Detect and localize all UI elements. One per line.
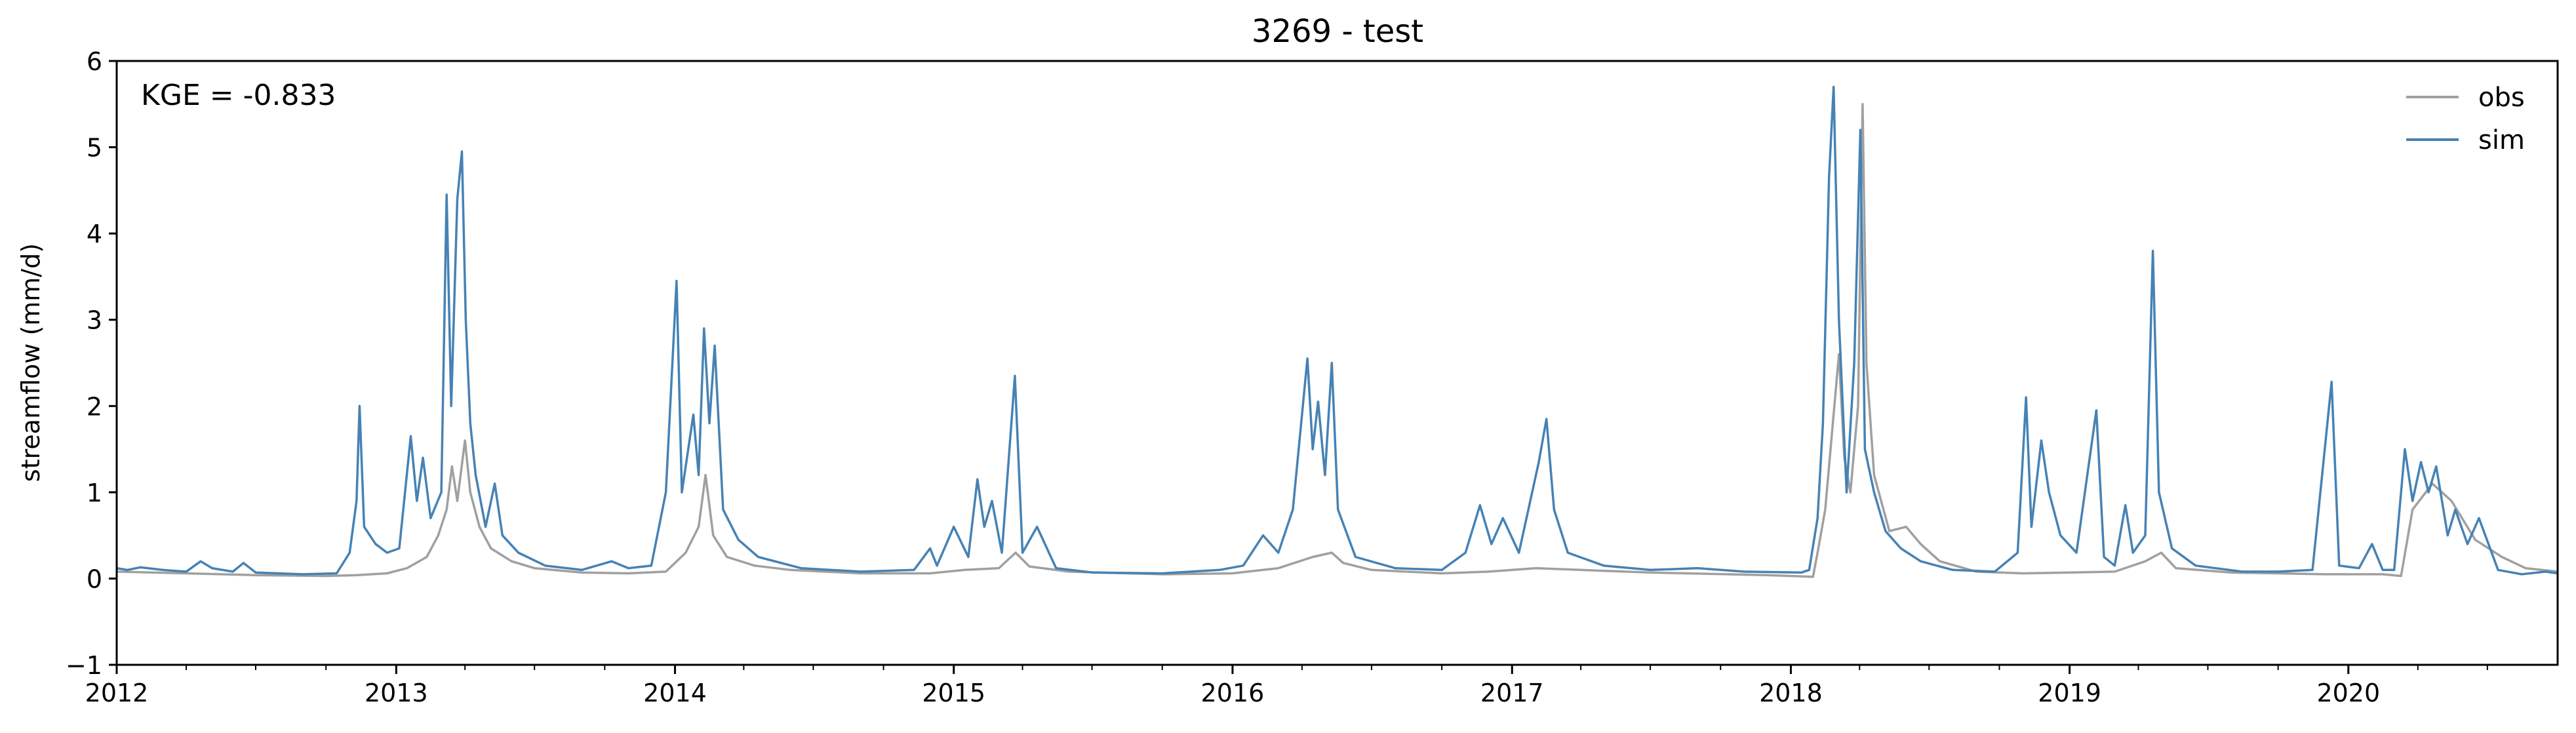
y-axis-label: streamflow (mm/d) <box>16 243 45 482</box>
x-tick-label: 2017 <box>1480 679 1544 707</box>
plot-frame <box>115 60 2559 666</box>
x-tick-label: 2016 <box>1201 679 1265 707</box>
x-axis-ticks: 2012 2013 2014 2015 2016 2017 2018 2019 2020 <box>85 665 2488 707</box>
legend-label-sim: sim <box>2478 125 2525 155</box>
x-tick-label: 2018 <box>1759 679 1823 707</box>
y-tick-label: 6 <box>87 47 102 76</box>
y-tick-label: 0 <box>87 565 102 593</box>
y-axis-ticks: −1 0 1 2 3 4 5 6 <box>66 47 117 680</box>
x-tick-label: 2019 <box>2038 679 2101 707</box>
x-tick-label: 2012 <box>85 679 149 707</box>
x-tick-label: 2015 <box>922 679 985 707</box>
plot-lines <box>116 85 2558 578</box>
chart-title: 3269 - test <box>1252 13 1423 50</box>
y-tick-label: 3 <box>87 306 102 335</box>
legend-label-obs: obs <box>2478 83 2525 113</box>
x-tick-label: 2013 <box>365 679 428 707</box>
x-tick-label: 2014 <box>643 679 707 707</box>
series-line-obs <box>116 103 2558 578</box>
legend: obs sim <box>2406 83 2525 155</box>
series-line-sim <box>116 85 2558 576</box>
y-tick-label: 5 <box>87 134 102 163</box>
x-tick-label: 2020 <box>2316 679 2380 707</box>
kge-annotation: KGE = -0.833 <box>141 79 336 112</box>
y-tick-label: 2 <box>87 392 102 421</box>
y-tick-label: 4 <box>87 220 102 248</box>
y-tick-label: −1 <box>66 651 102 680</box>
y-tick-label: 1 <box>87 479 102 507</box>
